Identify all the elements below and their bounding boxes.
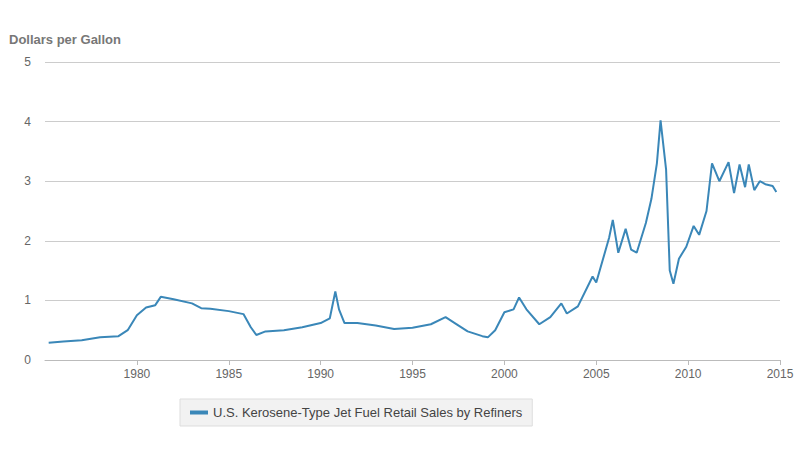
svg-text:1990: 1990 <box>307 367 334 381</box>
svg-text:Dollars per Gallon: Dollars per Gallon <box>9 32 121 47</box>
svg-text:3: 3 <box>24 174 31 188</box>
svg-text:1: 1 <box>24 293 31 307</box>
svg-text:2: 2 <box>24 234 31 248</box>
svg-text:1980: 1980 <box>124 367 151 381</box>
svg-text:2000: 2000 <box>491 367 518 381</box>
svg-text:2015: 2015 <box>767 367 794 381</box>
svg-text:0: 0 <box>24 353 31 367</box>
svg-text:4: 4 <box>24 115 31 129</box>
svg-text:U.S. Kerosene-Type Jet Fuel Re: U.S. Kerosene-Type Jet Fuel Retail Sales… <box>213 405 523 420</box>
svg-text:1985: 1985 <box>215 367 242 381</box>
svg-text:2010: 2010 <box>675 367 702 381</box>
svg-text:2005: 2005 <box>583 367 610 381</box>
svg-text:5: 5 <box>24 55 31 69</box>
svg-text:1995: 1995 <box>399 367 426 381</box>
